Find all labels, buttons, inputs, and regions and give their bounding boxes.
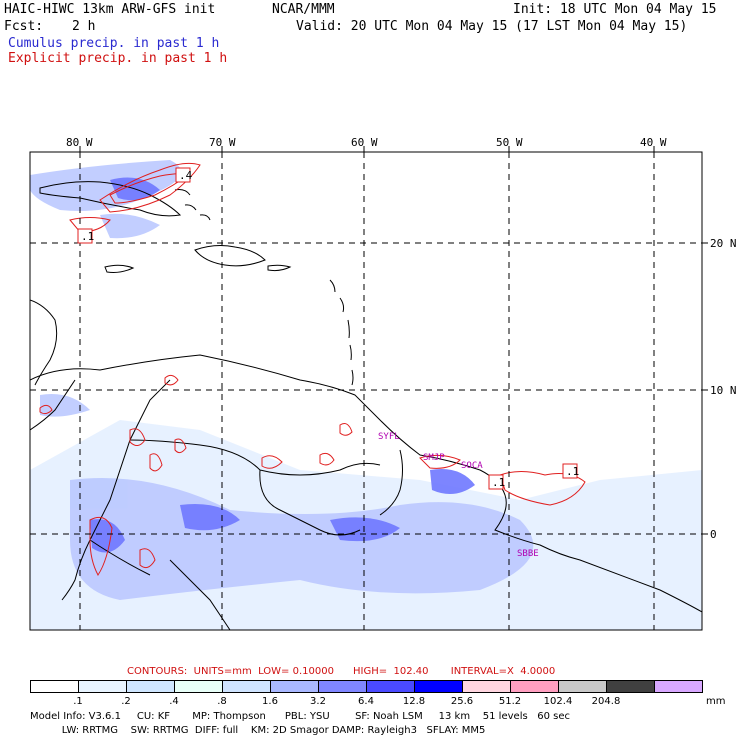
colorbar-level-label: .8 — [217, 696, 227, 707]
colorbar-level-label: 204.8 — [591, 696, 621, 707]
fcst-value: 2 h — [72, 19, 96, 34]
lat-tick-label: 0 — [710, 528, 717, 541]
colorbar-swatch — [510, 680, 559, 693]
colorbar-level-label: 3.2 — [310, 696, 326, 707]
colorbar-swatch — [414, 680, 463, 693]
station-label: SOCA — [461, 461, 483, 471]
explicit-precip-label: Explicit precip. in past 1 h — [8, 51, 228, 66]
colorbar-units: mm — [706, 696, 726, 707]
colorbar-level-label: 25.6 — [450, 696, 474, 707]
colorbar-level-label: 12.8 — [402, 696, 426, 707]
colorbar-swatch — [558, 680, 607, 693]
graticule — [30, 152, 702, 630]
colorbar-swatch — [222, 680, 271, 693]
contour-label: .1 — [81, 230, 95, 243]
center-label: NCAR/MMM — [272, 2, 335, 17]
colorbar-level-label: .1 — [73, 696, 83, 707]
valid-time: Valid: 20 UTC Mon 04 May 15 (17 LST Mon … — [296, 19, 688, 34]
contour-label: .4 — [179, 169, 193, 182]
colorbar-swatch — [30, 680, 79, 693]
colorbar-swatch — [654, 680, 703, 693]
map-frame — [29, 151, 703, 631]
explicit-precip-contours — [39, 162, 586, 576]
contour-info: CONTOURS: UNITS=mm LOW= 0.10000 HIGH= 10… — [127, 666, 556, 677]
fcst-label: Fcst: — [4, 19, 44, 34]
lat-tick-label: 10 N — [710, 384, 737, 397]
lon-tick-label: 70 W — [209, 136, 236, 149]
colorbar-level-label: .2 — [121, 696, 131, 707]
colorbar-level-label: .4 — [169, 696, 179, 707]
colorbar-swatch — [78, 680, 127, 693]
model-info-line2: LW: RRTMG SW: RRTMG DIFF: full KM: 2D Sm… — [30, 725, 486, 736]
model-info-line1: Model Info: V3.6.1 CU: KF MP: Thompson P… — [30, 711, 570, 722]
colorbar-level-label: 51.2 — [498, 696, 522, 707]
cumulus-precip-label: Cumulus precip. in past 1 h — [8, 36, 220, 51]
colorbar-level-label: 102.4 — [543, 696, 573, 707]
colorbar-swatch — [606, 680, 655, 693]
colorbar-swatch — [462, 680, 511, 693]
station-label: SBBE — [517, 549, 539, 559]
colorbar-swatch — [126, 680, 175, 693]
contour-label: .1 — [566, 465, 580, 478]
precip-heavy-shading — [90, 177, 475, 553]
colorbar-level-label: 1.6 — [262, 696, 278, 707]
lon-tick-label: 50 W — [496, 136, 523, 149]
lon-tick-label: 40 W — [640, 136, 667, 149]
colorbar-swatch — [318, 680, 367, 693]
station-label: SMJP — [423, 453, 445, 463]
colorbar-swatch — [174, 680, 223, 693]
contour-label: .1 — [492, 476, 506, 489]
station-label: SYFL — [378, 432, 400, 442]
coastlines — [30, 181, 702, 630]
lon-tick-label: 80 W — [66, 136, 93, 149]
lat-tick-label: 20 N — [710, 237, 737, 250]
lon-tick-label: 60 W — [351, 136, 378, 149]
init-time: Init: 18 UTC Mon 04 May 15 — [513, 2, 717, 17]
colorbar-swatch — [270, 680, 319, 693]
colorbar-level-label: 6.4 — [358, 696, 374, 707]
colorbar-swatch — [366, 680, 415, 693]
model-title: HAIC-HIWC 13km ARW-GFS init — [4, 2, 216, 17]
